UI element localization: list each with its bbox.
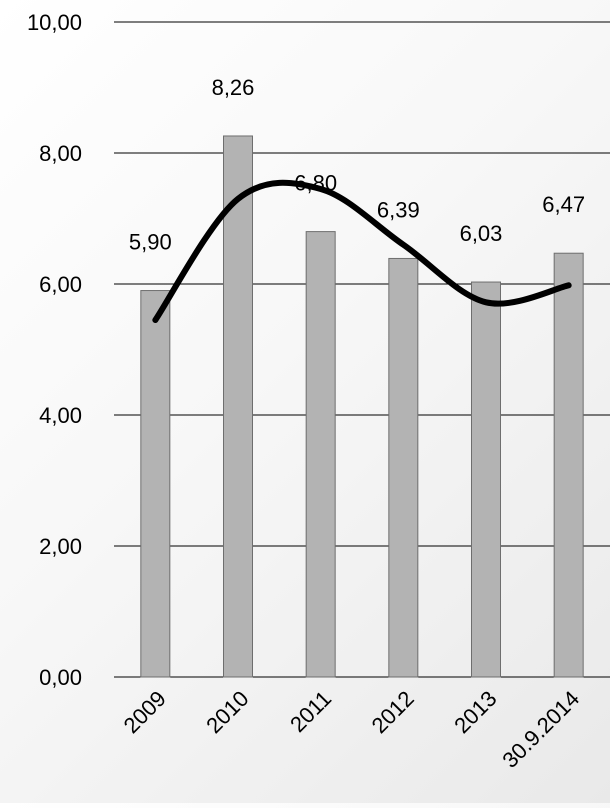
bar xyxy=(223,135,253,678)
data-label: 6,47 xyxy=(542,192,585,217)
bar xyxy=(471,281,501,678)
bar xyxy=(388,257,419,678)
x-tick-label: 2012 xyxy=(367,686,419,738)
x-tick-label: 30.9.2014 xyxy=(497,686,584,773)
data-label: 5,90 xyxy=(129,230,172,255)
x-tick-label: 2013 xyxy=(449,686,501,738)
x-tick-label: 2010 xyxy=(201,686,253,738)
bars xyxy=(140,135,584,678)
data-label: 6,03 xyxy=(460,221,503,246)
x-tick-label: 2009 xyxy=(119,686,171,738)
y-tick-label: 0,00 xyxy=(39,665,82,690)
data-label: 6,39 xyxy=(377,197,420,222)
y-tick-label: 8,00 xyxy=(39,141,82,166)
trend-line-layer xyxy=(152,179,572,324)
bar xyxy=(305,231,336,678)
gridlines xyxy=(114,21,610,678)
bar xyxy=(553,252,584,678)
y-tick-label: 4,00 xyxy=(39,403,82,428)
x-tick-label: 2011 xyxy=(285,686,336,737)
y-axis-tick-labels: 0,00 2,00 4,00 6,00 8,00 10,00 xyxy=(27,10,82,690)
data-label: 6,80 xyxy=(294,171,337,196)
bar xyxy=(140,290,171,678)
y-tick-label: 10,00 xyxy=(27,10,82,35)
y-tick-label: 6,00 xyxy=(39,272,82,297)
data-labels: 5,90 8,26 6,80 6,39 6,03 6,47 xyxy=(129,75,585,255)
y-tick-label: 2,00 xyxy=(39,534,82,559)
trend-line xyxy=(152,179,572,324)
data-label: 8,26 xyxy=(212,75,255,100)
